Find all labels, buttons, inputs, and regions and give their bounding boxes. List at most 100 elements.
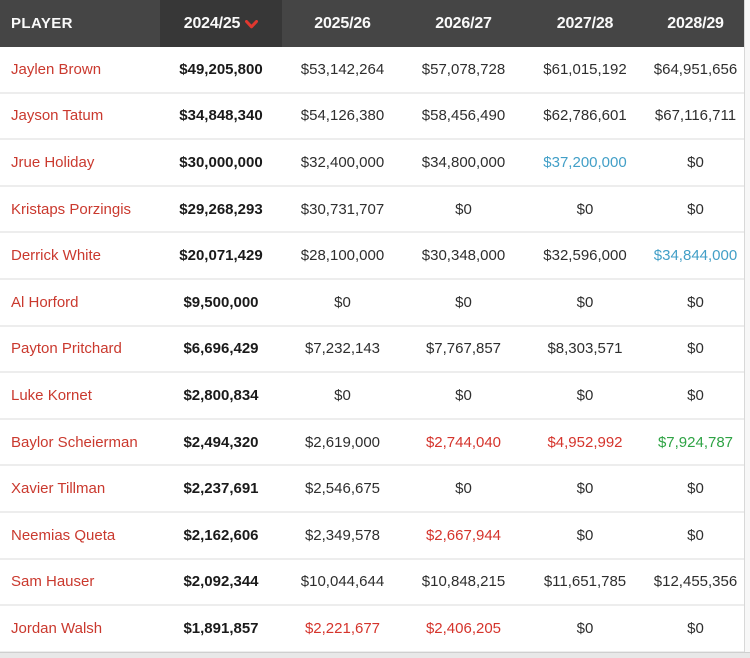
table-row: Neemias Queta $2,162,606 $2,349,578 $2,667,…	[0, 512, 744, 560]
salary-cell: $4,952,992	[547, 433, 623, 451]
table-row: Al Horford $9,500,000 $0 $0 $0 $0	[0, 279, 744, 327]
salary-cell: $0	[455, 480, 472, 498]
salary-cell: $8,303,571	[547, 340, 623, 358]
salary-cell: $30,000,000	[179, 153, 263, 171]
player-link[interactable]: Neemias Queta	[11, 526, 116, 544]
salary-cell: $2,092,344	[183, 573, 259, 591]
player-link[interactable]: Baylor Scheierman	[11, 433, 138, 451]
salary-cell: $0	[687, 153, 704, 171]
table-header-row: PLAYER 2024/25 2025/26 2026/27 2027/28 2…	[0, 0, 744, 47]
salary-cell: $0	[455, 293, 472, 311]
salary-cell: $2,494,320	[183, 433, 259, 451]
salary-cell: $0	[576, 200, 594, 218]
salary-cell: $0	[334, 386, 351, 404]
player-link[interactable]: Jayson Tatum	[11, 107, 104, 125]
salary-cell: $9,500,000	[183, 293, 259, 311]
salary-cell: $58,456,490	[421, 107, 506, 125]
salary-cell: $0	[455, 200, 472, 218]
salary-cell: $61,015,192	[543, 60, 627, 78]
header-cell-2026-27[interactable]: 2026/27	[435, 14, 492, 32]
salary-cell: $10,848,215	[421, 573, 506, 591]
salary-cell: $2,744,040	[425, 433, 502, 451]
table-row: Baylor Scheierman $2,494,320 $2,619,000 $2,…	[0, 419, 744, 467]
table-row: Xavier Tillman $2,237,691 $2,546,675 $0 $0 $0	[0, 466, 744, 513]
player-link[interactable]: Payton Pritchard	[11, 340, 122, 358]
salary-cell: $34,844,000	[653, 247, 738, 265]
salary-cell: $2,162,606	[183, 526, 259, 544]
salary-cell: $7,767,857	[425, 340, 502, 358]
salary-cell: $0	[687, 480, 704, 498]
player-link[interactable]: Jaylen Brown	[11, 60, 102, 78]
header-cell-2027-28[interactable]: 2027/28	[556, 14, 614, 32]
bottom-divider-strip	[0, 652, 750, 658]
salary-cell: $2,546,675	[304, 480, 381, 498]
salary-cell: $2,406,205	[425, 619, 502, 637]
salary-cell: $29,268,293	[179, 200, 263, 218]
player-link[interactable]: Kristaps Porzingis	[11, 200, 132, 218]
salary-cell: $1,891,857	[183, 619, 259, 637]
salary-cell: $49,205,800	[179, 60, 263, 78]
salary-cell: $37,200,000	[543, 153, 627, 171]
salary-cell: $0	[576, 526, 594, 544]
salary-cell: $32,596,000	[543, 247, 627, 265]
player-link[interactable]: Sam Hauser	[11, 573, 95, 591]
salary-cell: $20,071,429	[179, 247, 263, 265]
header-cell-2025-26[interactable]: 2025/26	[314, 14, 371, 32]
salary-cell: $2,237,691	[183, 480, 259, 498]
salary-cell: $54,126,380	[300, 107, 385, 125]
salary-cell: $57,078,728	[421, 60, 506, 78]
table-row: Jrue Holiday $30,000,000 $32,400,000 $34,80…	[0, 140, 744, 187]
salary-cell: $2,221,677	[304, 619, 381, 637]
salary-cell: $34,800,000	[421, 153, 506, 171]
salary-cell: $62,786,601	[543, 107, 627, 125]
table-row: Jayson Tatum $34,848,340 $54,126,380 $58,45…	[0, 93, 744, 141]
salary-cell: $7,924,787	[657, 433, 734, 451]
salary-cell: $2,800,834	[183, 386, 259, 404]
player-link[interactable]: Jordan Walsh	[11, 619, 103, 637]
player-link[interactable]: Jrue Holiday	[11, 153, 95, 171]
salary-cell: $30,731,707	[300, 200, 385, 218]
salary-cell: $0	[576, 480, 594, 498]
salary-cell: $0	[687, 526, 704, 544]
header-cell-2024-25[interactable]: 2024/25	[160, 0, 282, 47]
header-cell-player: PLAYER	[11, 15, 73, 32]
salary-cell: $0	[576, 293, 594, 311]
salary-cell: $0	[576, 386, 594, 404]
salary-cell: $6,696,429	[183, 340, 259, 358]
salary-cell: $10,044,644	[300, 573, 385, 591]
player-link[interactable]: Luke Kornet	[11, 386, 92, 404]
salary-cell: $0	[687, 386, 704, 404]
salary-cell: $67,116,711	[654, 107, 737, 125]
salary-cell: $0	[687, 293, 704, 311]
salary-cell: $64,951,656	[653, 60, 738, 78]
salary-cell: $0	[455, 386, 472, 404]
player-link[interactable]: Xavier Tillman	[11, 480, 106, 498]
sort-caret-down-icon	[245, 20, 259, 29]
player-link[interactable]: Derrick White	[11, 247, 102, 265]
salary-cell: $0	[687, 340, 704, 358]
salary-cell: $28,100,000	[300, 247, 385, 265]
table-body: Jaylen Brown $49,205,800 $53,142,264 $57,07…	[0, 47, 744, 653]
salary-cell: $53,142,264	[300, 60, 385, 78]
salary-cell: $0	[687, 619, 704, 637]
salary-cell: $2,349,578	[304, 526, 381, 544]
table-row: Jaylen Brown $49,205,800 $53,142,264 $57,07…	[0, 47, 744, 94]
salary-cell: $2,619,000	[304, 433, 381, 451]
salary-cell: $0	[687, 200, 704, 218]
salary-cell: $0	[334, 293, 351, 311]
table-row: Sam Hauser $2,092,344 $10,044,644 $10,848,2…	[0, 559, 744, 607]
table-row: Luke Kornet $2,800,834 $0 $0 $0 $0	[0, 373, 744, 420]
salary-cell: $32,400,000	[300, 153, 385, 171]
salary-cell: $12,455,356	[653, 573, 738, 591]
salary-cell: $7,232,143	[304, 340, 381, 358]
player-link[interactable]: Al Horford	[11, 293, 79, 311]
salary-cell: $11,651,785	[543, 573, 627, 591]
salary-cell: $0	[576, 619, 594, 637]
table-row: Payton Pritchard $6,696,429 $7,232,143 $7,7…	[0, 326, 744, 374]
header-cell-2024-25-label: 2024/25	[183, 14, 241, 32]
header-cell-2028-29[interactable]: 2028/29	[667, 14, 724, 32]
salary-cell: $34,848,340	[179, 107, 263, 125]
salary-cell: $30,348,000	[421, 247, 506, 265]
